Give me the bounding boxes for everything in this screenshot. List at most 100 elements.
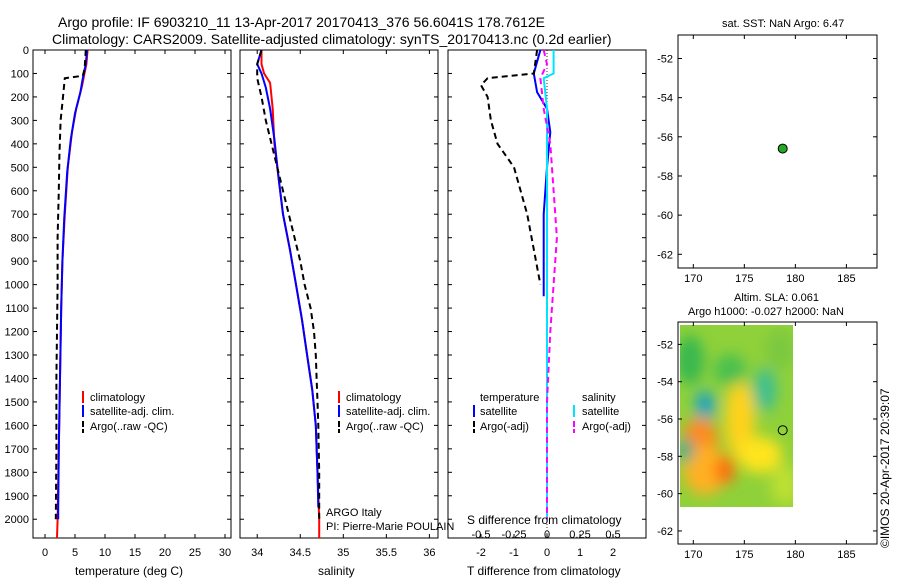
difference-legend-salinity: salinity satellite Argo(-adj) [573,392,631,433]
depth-tick-label: 100 [11,68,29,80]
salinity-legend-climatology: climatology [346,392,402,404]
x-tick-label: -2 [476,547,486,559]
x-tick-label: 25 [189,547,201,559]
depth-tick-label: 1600 [5,420,29,432]
series-satellite-adj-clim- [57,49,88,520]
diff-legend-salinity-argo: Argo(-adj) [582,421,631,433]
map-y-tick-label: -58 [657,451,673,463]
depth-tick-label: 1400 [5,373,29,385]
temperature-xlabel: temperature (deg C) [75,564,183,578]
depth-tick-label: 0 [23,45,29,57]
x-tick-label: 2 [610,547,616,559]
diff-legend-temperature-argo: Argo(-adj) [480,421,529,433]
depth-tick-label: 1800 [5,467,29,479]
difference-x2label: S difference from climatology [467,513,622,527]
map-x-tick-label: 180 [786,549,804,561]
map-y-tick-label: -62 [657,249,673,261]
x-tick-label: 34.5 [290,547,311,559]
map-x-tick-label: 170 [684,273,702,285]
diff-legend-salinity-satellite: satellite [582,406,619,418]
series-climatology [260,50,321,538]
series-salinity-argo-adj- [539,49,558,520]
map-x-tick-label: 185 [837,549,855,561]
depth-tick-label: 400 [11,139,29,151]
diff-legend-temperature-title: temperature [480,392,539,404]
map-x-tick-label: 180 [786,273,804,285]
series-temperature-satellite [532,49,552,297]
map-y-tick-label: -60 [657,489,673,501]
map-y-tick-label: -60 [657,210,673,222]
salinity-legend: climatology satellite-adj. clim. Argo(..… [338,391,430,433]
sst-map-title: sat. SST: NaN Argo: 6.47 [722,18,844,30]
x2-tick-label: 0.5 [605,529,620,541]
sla-map-subtitle: Argo h1000: -0.027 h2000: NaN [688,306,844,318]
map-x-tick-label: 185 [837,273,855,285]
depth-tick-label: 1500 [5,397,29,409]
map-y-tick-label: -58 [657,171,673,183]
temperature-legend-argo: Argo(..raw -QC) [90,421,168,433]
temperature-legend-satellite: satellite-adj. clim. [90,406,174,418]
salinity-axes [239,49,439,539]
x-tick-label: 10 [99,547,111,559]
x-tick-label: 30 [219,547,231,559]
map-x-tick-label: 175 [735,273,753,285]
difference-xlabel: T difference from climatology [467,564,621,578]
x-tick-label: 35.5 [376,547,397,559]
diff-legend-temperature-satellite: satellite [480,406,517,418]
diff-legend-salinity-title: salinity [582,392,616,404]
salinity-legend-satellite: satellite-adj. clim. [346,406,430,418]
x-tick-label: 5 [72,547,78,559]
x-tick-label: 34 [251,547,263,559]
series-lines [54,49,558,539]
x-tick-label: 0 [544,547,550,559]
map-y-tick-label: -56 [657,132,673,144]
map-y-tick-label: -56 [657,414,673,426]
sla-heatmap [680,325,793,507]
axis-ticks: 0100200300400500600700800900100011001200… [5,35,877,561]
series-temperature-argo-adj- [479,49,542,285]
x-tick-label: -1 [509,547,519,559]
depth-tick-label: 1900 [5,491,29,503]
sla-map-axes [677,321,878,545]
sla-map-title: Altim. SLA: 0.061 [734,292,819,304]
imos-watermark: ©IMOS 20-Apr-2017 20:39:07 [878,388,892,548]
x-tick-label: 35 [337,547,349,559]
depth-tick-label: 500 [11,162,29,174]
depth-tick-label: 2000 [5,514,29,526]
depth-tick-label: 300 [11,115,29,127]
x2-tick-label: -0.25 [501,529,526,541]
sst-map-axes [677,34,878,269]
map-y-tick-label: -52 [657,339,673,351]
depth-tick-label: 200 [11,92,29,104]
map-y-tick-label: -52 [657,53,673,65]
x2-tick-label: -0.5 [472,529,491,541]
x-tick-label: 36 [423,547,435,559]
depth-tick-label: 1300 [5,350,29,362]
map-y-tick-label: -54 [657,377,673,389]
difference-legend-temperature: temperature satellite Argo(-adj) [473,392,539,433]
depth-tick-label: 700 [11,209,29,221]
salinity-xlabel: salinity [318,564,355,578]
depth-tick-label: 900 [11,256,29,268]
figure-title-line-2: Climatology: CARS2009. Satellite-adjuste… [52,31,612,47]
x2-tick-label: 0.25 [569,529,590,541]
map-y-tick-label: -54 [657,93,673,105]
series-argo-raw-qc- [256,49,321,520]
series-satellite-adj-clim- [256,49,320,508]
depth-tick-label: 1700 [5,444,29,456]
depth-tick-label: 800 [11,233,29,245]
x2-tick-label: 0 [544,529,550,541]
x-tick-label: 20 [159,547,171,559]
map-x-tick-label: 175 [735,549,753,561]
depth-tick-label: 1200 [5,327,29,339]
depth-tick-label: 600 [11,186,29,198]
argo-location-marker [777,143,788,154]
depth-tick-label: 1100 [5,303,29,315]
map-y-tick-label: -62 [657,526,673,538]
x-tick-label: 0 [42,547,48,559]
temperature-axes [32,49,232,539]
temperature-legend: climatology satellite-adj. clim. Argo(..… [82,391,174,433]
argo-location-marker [777,425,788,436]
temperature-legend-climatology: climatology [90,392,146,404]
location-markers [777,143,788,436]
